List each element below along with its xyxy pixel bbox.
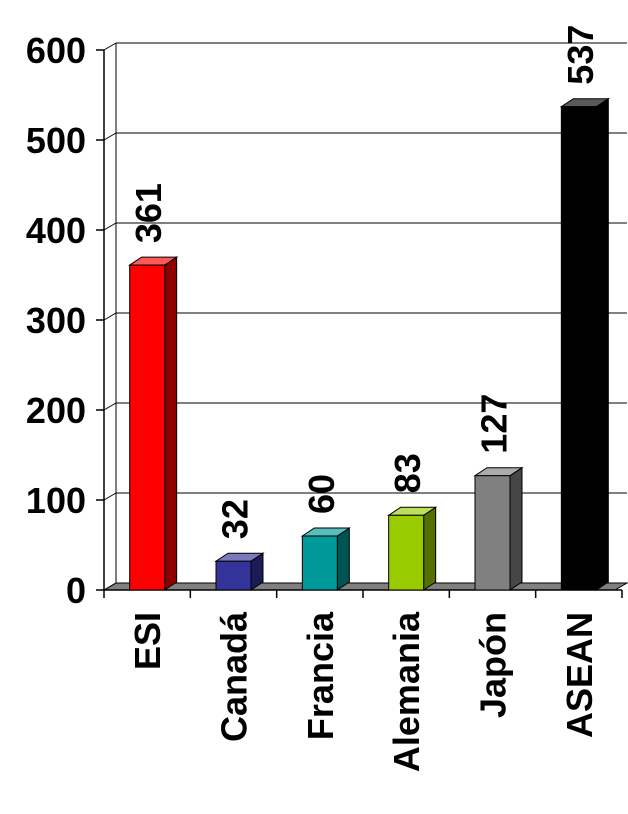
x-tick-label: ASEAN	[559, 612, 600, 738]
y-tick-label: 300	[26, 300, 86, 341]
data-label: 60	[301, 474, 342, 514]
data-label: 32	[215, 499, 256, 539]
grid-depth-line	[103, 312, 117, 321]
bar-esi	[128, 256, 179, 591]
grid-depth-line	[103, 492, 117, 501]
bar-side	[509, 466, 523, 591]
bar-alemania	[387, 506, 438, 591]
y-tick-label: 100	[26, 480, 86, 521]
x-tick-label: Japón	[473, 612, 514, 718]
grid-depth-line	[103, 42, 117, 51]
data-label: 83	[387, 453, 428, 493]
bar-francia	[300, 527, 351, 591]
bar-japón	[473, 466, 524, 591]
bar	[301, 535, 338, 591]
y-tick-label: 400	[26, 210, 86, 251]
y-tick-label: 0	[66, 570, 86, 611]
bar	[215, 560, 252, 591]
bar-side	[595, 97, 609, 591]
data-label: 127	[474, 394, 515, 454]
y-tick-label: 500	[26, 120, 86, 161]
x-tick-label: Alemania	[386, 611, 427, 772]
y-tick-label: 600	[26, 30, 86, 71]
bar	[388, 514, 425, 591]
chart-floor	[102, 582, 628, 591]
x-tick-label: Francia	[300, 611, 341, 740]
bar-side	[423, 506, 437, 591]
grid-depth-line	[103, 222, 117, 231]
bar	[474, 475, 511, 591]
grid-depth-line	[103, 402, 117, 411]
bar	[560, 106, 597, 591]
data-label: 537	[560, 25, 601, 85]
bar-canadá	[214, 552, 265, 591]
bar-side	[336, 527, 350, 591]
grid-depth-line	[103, 132, 117, 141]
grid-depth-line	[103, 582, 117, 591]
x-tick-label: ESI	[127, 612, 168, 670]
x-tick-label: Canadá	[214, 611, 255, 742]
y-tick-label: 200	[26, 390, 86, 431]
data-label: 361	[128, 183, 169, 243]
bar-asean	[559, 97, 610, 591]
bar-side	[164, 256, 178, 591]
bar	[129, 264, 166, 591]
